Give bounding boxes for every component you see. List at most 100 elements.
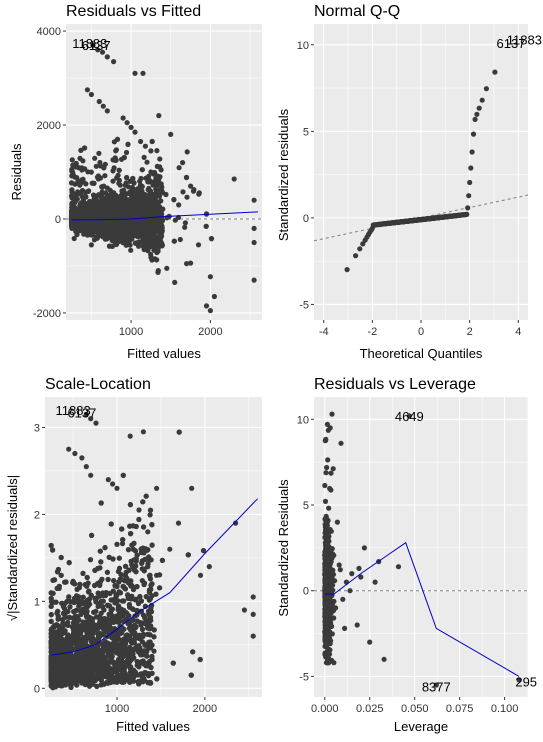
rvf-data-point: [156, 243, 162, 249]
rvf-data-point: [159, 228, 165, 234]
rvf-data-point: [130, 175, 136, 182]
qq-x-tick-label: -2: [367, 326, 377, 338]
rvf-data-point: [153, 229, 159, 235]
rvf-data-point: [138, 221, 144, 227]
rvf-data-point: [153, 192, 159, 199]
rvf-data-point: [120, 115, 126, 121]
rvf-data-point: [148, 169, 154, 175]
rvf-data-point: [114, 195, 120, 201]
rvf-data-point: [231, 176, 237, 182]
rvf-data-point: [147, 229, 153, 235]
rvf-data-point: [208, 236, 215, 242]
rvf-data-point: [100, 103, 106, 109]
rvf-data-point: [156, 113, 162, 119]
qq-x-tick-label: -4: [319, 326, 329, 338]
rvf-data-point: [79, 177, 85, 183]
rvf-data-point: [180, 160, 186, 166]
rvf-data-point: [139, 167, 145, 173]
rvf-data-point: [69, 218, 75, 224]
rvf-data-point: [104, 205, 110, 211]
normal-qq-title: Normal Q-Q: [314, 3, 400, 20]
rvf-data-point: [97, 159, 103, 166]
rvf-data-point: [160, 206, 166, 212]
rvf-data-point: [133, 190, 139, 196]
rvf-data-point: [71, 235, 77, 242]
rvf-data-point: [144, 207, 150, 213]
rvf-data-point: [172, 217, 178, 223]
rvf-data-point: [127, 189, 133, 196]
rvf-data-point: [80, 209, 87, 215]
rvf-data-point: [105, 197, 111, 203]
rvf-data-point: [152, 256, 158, 262]
rvf-data-point: [97, 231, 103, 237]
rvf-data-point: [149, 240, 155, 246]
rvf-data-point: [140, 70, 146, 76]
rvf-data-point: [177, 236, 183, 243]
rvf-data-point: [132, 129, 138, 135]
rvf-data-point: [130, 197, 136, 203]
rvf-data-point: [120, 203, 127, 210]
rvf-data-point: [85, 188, 92, 194]
rvf-data-point: [116, 167, 122, 173]
rvf-data-point: [144, 220, 150, 226]
rvf-x-tick-label: 1000: [119, 326, 143, 338]
qq-y-tick-label: 5: [303, 126, 309, 138]
rvf-data-point: [138, 175, 144, 182]
rvf-point-label: 6137: [82, 38, 111, 53]
rvf-data-point: [130, 186, 136, 192]
rvf-data-point: [132, 232, 138, 238]
rvf-data-point: [176, 202, 182, 208]
rvf-data-point: [114, 175, 120, 181]
rvf-x-tick-label: 2000: [198, 326, 222, 338]
rvf-data-point: [136, 195, 142, 201]
rvf-data-point: [114, 239, 120, 246]
rvf-data-point: [96, 98, 102, 105]
rvf-data-point: [89, 227, 95, 233]
rvf-y-tick-label: 2000: [37, 120, 61, 132]
rvf-data-point: [195, 242, 202, 248]
rvf-data-point: [69, 187, 75, 193]
rvf-data-point: [121, 154, 127, 161]
qq-data-point: [467, 179, 473, 186]
rvf-data-point: [157, 156, 163, 162]
rvf-data-point: [95, 176, 101, 182]
rvf-data-point: [135, 186, 141, 192]
rvf-data-point: [171, 197, 177, 203]
rvf-data-point: [171, 238, 177, 244]
rvf-data-point: [207, 308, 213, 314]
rvf-data-point: [132, 70, 138, 76]
qq-data-point: [466, 193, 472, 199]
rvf-data-point: [128, 124, 134, 130]
qq-data-point: [479, 97, 485, 103]
rvf-data-point: [184, 194, 190, 200]
rvf-data-point: [70, 172, 76, 178]
rvf-data-point: [182, 220, 188, 226]
rvf-data-point: [111, 59, 117, 65]
rvf-data-point: [91, 192, 97, 198]
rvf-data-point: [113, 147, 119, 153]
rvf-data-point: [141, 154, 147, 160]
rvf-data-point: [119, 188, 125, 194]
rvf-data-point: [115, 229, 121, 235]
rvf-data-point: [203, 223, 209, 229]
rvf-data-point: [159, 188, 165, 194]
rvf-data-point: [98, 212, 104, 218]
rvf-data-point: [69, 180, 75, 186]
rvf-data-point: [71, 195, 77, 201]
rvf-data-point: [116, 225, 123, 231]
rvf-y-tick-label: 4000: [37, 26, 61, 38]
rvf-data-point: [78, 200, 84, 206]
rvf-data-point: [116, 180, 122, 186]
rvf-data-point: [155, 269, 161, 275]
rvf-data-point: [184, 261, 190, 267]
qq-y-tick-label: -5: [299, 299, 309, 311]
rvf-data-point: [78, 147, 84, 153]
residuals-vs-fitted-y-axis-title: Residuals: [9, 143, 24, 201]
rvf-data-point: [128, 247, 134, 253]
rvf-data-point: [108, 192, 114, 198]
qq-point-label: 11883: [507, 33, 542, 48]
rvf-data-point: [132, 240, 138, 246]
rvf-data-point: [77, 182, 83, 188]
rvf-data-point: [180, 189, 186, 195]
